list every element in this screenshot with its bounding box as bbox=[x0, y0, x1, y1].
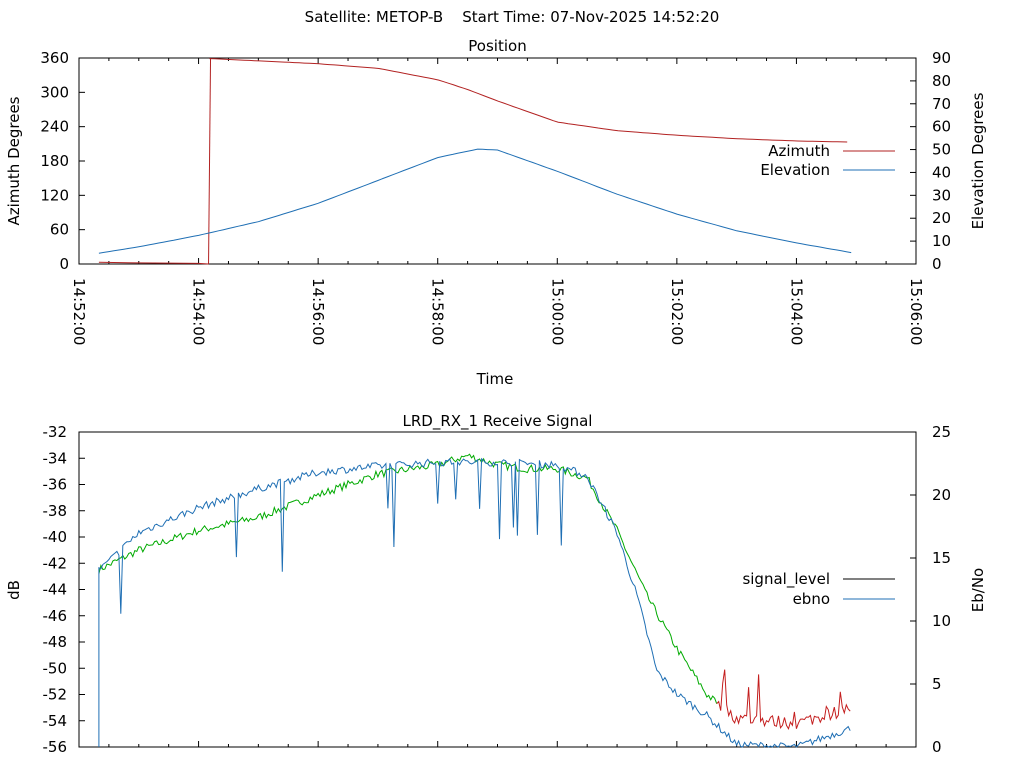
legend-elevation-label: Elevation bbox=[760, 161, 830, 179]
elevation-tick-label: 50 bbox=[932, 141, 951, 159]
db-tick-label: -46 bbox=[43, 607, 68, 625]
time-tick-label: 15:06:00 bbox=[907, 278, 925, 345]
elevation-tick-label: 0 bbox=[932, 255, 942, 273]
time-axis-label: Time bbox=[476, 370, 514, 388]
elevation-tick-label: 60 bbox=[932, 118, 951, 136]
azimuth-axis-label: Azimuth Degrees bbox=[5, 96, 23, 225]
page-title: Satellite: METOP-B Start Time: 07-Nov-20… bbox=[304, 8, 720, 26]
db-tick-label: -42 bbox=[43, 554, 68, 572]
position-chart-title: Position bbox=[468, 37, 526, 55]
db-tick-label: -38 bbox=[43, 502, 68, 520]
db-tick-label: -32 bbox=[43, 423, 68, 441]
elevation-axis-label: Elevation Degrees bbox=[969, 92, 987, 229]
elevation-tick-label: 30 bbox=[932, 186, 951, 204]
time-tick-label: 15:00:00 bbox=[548, 278, 566, 345]
db-tick-label: -54 bbox=[43, 712, 68, 730]
ebno-tick-label: 5 bbox=[932, 675, 942, 693]
ebno-tick-label: 25 bbox=[932, 423, 951, 441]
signal-level-line bbox=[98, 453, 718, 704]
elevation-tick-label: 70 bbox=[932, 95, 951, 113]
azimuth-tick-label: 120 bbox=[40, 186, 69, 204]
elevation-line bbox=[98, 148, 852, 254]
azimuth-tick-label: 0 bbox=[59, 255, 69, 273]
db-tick-label: -44 bbox=[43, 581, 68, 599]
legend-signal-level-label: signal_level bbox=[742, 570, 830, 589]
legend-ebno-label: ebno bbox=[793, 590, 830, 608]
ebno-tick-label: 15 bbox=[932, 549, 951, 567]
legend-azimuth-label: Azimuth bbox=[768, 142, 830, 160]
elevation-tick-label: 10 bbox=[932, 232, 951, 250]
db-tick-label: -50 bbox=[43, 659, 68, 677]
azimuth-tick-label: 60 bbox=[50, 221, 69, 239]
azimuth-tick-label: 240 bbox=[40, 118, 69, 136]
signal-level-weak-line bbox=[716, 669, 851, 731]
elevation-tick-label: 90 bbox=[932, 49, 951, 67]
ebno-axis-label: Eb/No bbox=[969, 568, 987, 612]
azimuth-line bbox=[209, 58, 848, 143]
db-tick-label: -52 bbox=[43, 686, 68, 704]
ebno-tick-label: 0 bbox=[932, 738, 942, 756]
azimuth-tick-label: 360 bbox=[40, 49, 69, 67]
azimuth-tick-label: 180 bbox=[40, 152, 69, 170]
signal-chart-title: LRD_RX_1 Receive Signal bbox=[403, 412, 593, 431]
time-tick-label: 14:54:00 bbox=[190, 278, 208, 345]
ebno-line bbox=[98, 457, 851, 748]
time-tick-label: 14:52:00 bbox=[70, 278, 88, 345]
db-tick-label: -40 bbox=[43, 528, 68, 546]
elevation-tick-label: 20 bbox=[932, 209, 951, 227]
elevation-tick-label: 40 bbox=[932, 163, 951, 181]
ebno-tick-label: 10 bbox=[932, 612, 951, 630]
db-tick-label: -48 bbox=[43, 633, 68, 651]
db-axis-label: dB bbox=[5, 580, 23, 600]
elevation-tick-label: 80 bbox=[932, 72, 951, 90]
db-tick-label: -56 bbox=[43, 738, 68, 756]
time-tick-label: 14:56:00 bbox=[309, 278, 327, 345]
azimuth-wrap-line bbox=[208, 58, 212, 265]
azimuth-line-segment bbox=[98, 261, 209, 265]
ebno-tick-label: 20 bbox=[932, 486, 951, 504]
time-tick-label: 14:58:00 bbox=[429, 278, 447, 345]
db-tick-label: -34 bbox=[43, 449, 68, 467]
db-tick-label: -36 bbox=[43, 476, 68, 494]
azimuth-tick-label: 300 bbox=[40, 83, 69, 101]
time-tick-label: 15:04:00 bbox=[787, 278, 805, 345]
time-tick-label: 15:02:00 bbox=[668, 278, 686, 345]
